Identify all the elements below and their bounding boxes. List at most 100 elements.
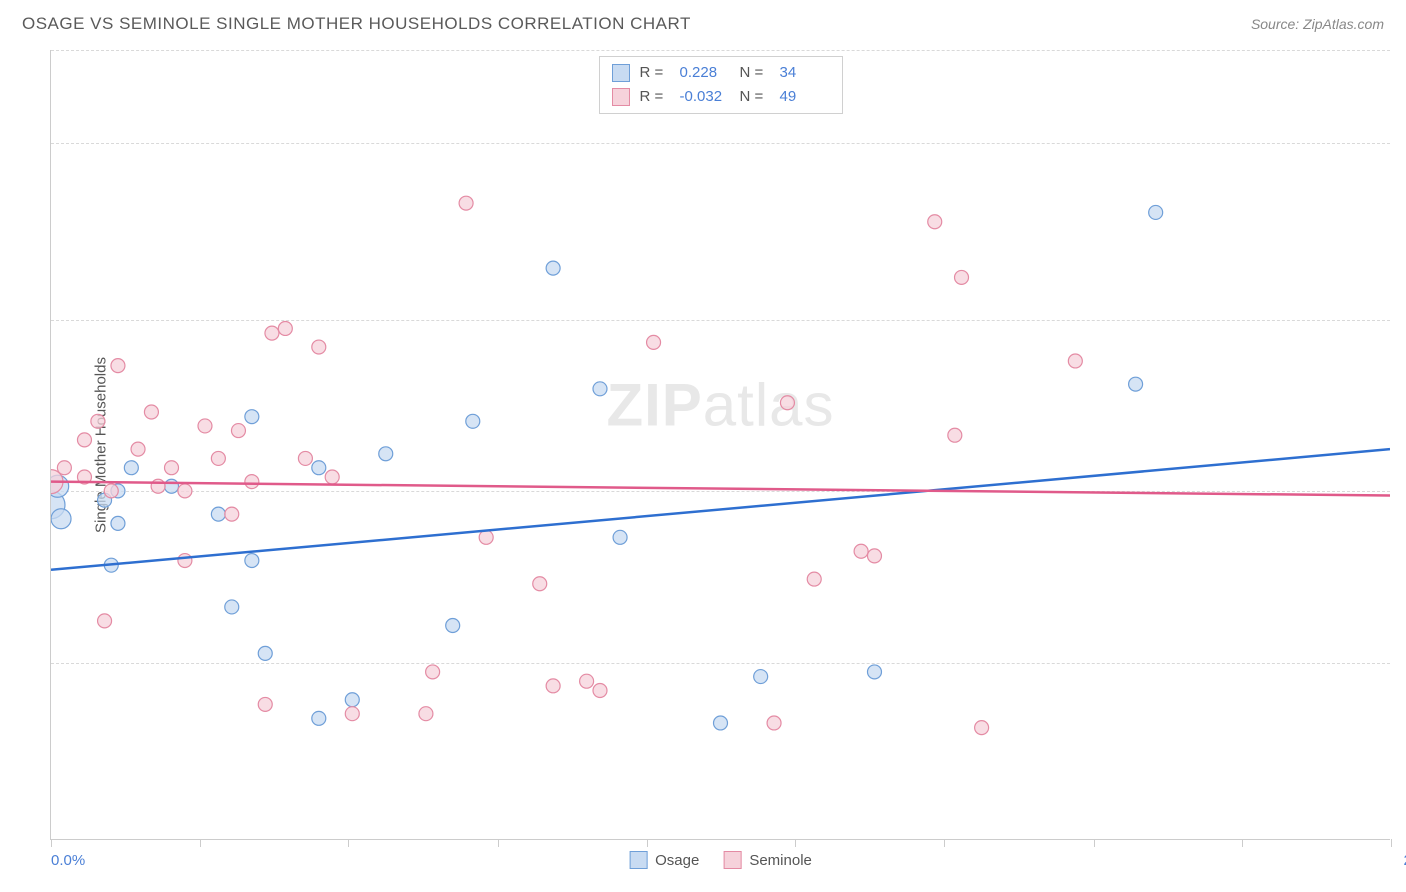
legend-r-value: 0.228 <box>680 61 730 85</box>
scatter-point <box>426 665 440 679</box>
scatter-point <box>225 507 239 521</box>
scatter-point <box>111 359 125 373</box>
legend-series-item: Osage <box>629 851 699 869</box>
x-tick <box>200 839 201 847</box>
scatter-point <box>298 451 312 465</box>
scatter-point <box>91 414 105 428</box>
scatter-point <box>345 693 359 707</box>
scatter-point <box>198 419 212 433</box>
x-axis-label-min: 0.0% <box>51 852 85 869</box>
scatter-point <box>580 674 594 688</box>
scatter-point <box>928 215 942 229</box>
scatter-point <box>245 475 259 489</box>
scatter-point <box>647 335 661 349</box>
scatter-point <box>867 549 881 563</box>
chart-container: Single Mother Households ZIPatlas 3.8%7.… <box>50 50 1390 840</box>
scatter-point <box>1068 354 1082 368</box>
scatter-point <box>211 507 225 521</box>
legend-swatch <box>723 851 741 869</box>
scatter-point <box>345 707 359 721</box>
legend-n-value: 49 <box>780 85 830 109</box>
y-tick-label: 7.5% <box>1398 484 1406 501</box>
scatter-point <box>948 428 962 442</box>
legend-r-value: -0.032 <box>680 85 730 109</box>
scatter-point <box>379 447 393 461</box>
scatter-point <box>754 670 768 684</box>
scatter-point <box>479 530 493 544</box>
scatter-point <box>593 683 607 697</box>
legend-series-label: Seminole <box>749 852 812 869</box>
legend-swatch <box>629 851 647 869</box>
legend-correlation-row: R = -0.032 N = 49 <box>612 85 830 109</box>
scatter-point <box>1149 205 1163 219</box>
scatter-point <box>714 716 728 730</box>
x-tick <box>348 839 349 847</box>
scatter-point <box>165 461 179 475</box>
legend-series-item: Seminole <box>723 851 812 869</box>
scatter-point <box>98 614 112 628</box>
scatter-point <box>533 577 547 591</box>
scatter-point <box>613 530 627 544</box>
scatter-point <box>144 405 158 419</box>
scatter-point <box>325 470 339 484</box>
scatter-point <box>258 646 272 660</box>
scatter-point <box>446 619 460 633</box>
chart-header: OSAGE VS SEMINOLE SINGLE MOTHER HOUSEHOL… <box>0 0 1406 44</box>
scatter-point <box>312 461 326 475</box>
scatter-point <box>178 554 192 568</box>
legend-series-label: Osage <box>655 852 699 869</box>
scatter-point <box>131 442 145 456</box>
scatter-point <box>854 544 868 558</box>
scatter-point <box>807 572 821 586</box>
scatter-point <box>178 484 192 498</box>
legend-swatch <box>612 64 630 82</box>
y-tick-label: 3.8% <box>1398 656 1406 673</box>
scatter-point <box>77 433 91 447</box>
scatter-point <box>1129 377 1143 391</box>
scatter-point <box>466 414 480 428</box>
scatter-point <box>419 707 433 721</box>
y-tick-label: 15.0% <box>1398 135 1406 152</box>
scatter-point <box>124 461 138 475</box>
scatter-point <box>245 554 259 568</box>
scatter-point <box>312 711 326 725</box>
scatter-point <box>111 516 125 530</box>
y-tick-label: 11.2% <box>1398 312 1406 329</box>
chart-source: Source: ZipAtlas.com <box>1251 16 1384 32</box>
scatter-point <box>278 321 292 335</box>
scatter-point <box>104 484 118 498</box>
scatter-point <box>245 410 259 424</box>
legend-r-label: R = <box>640 85 670 109</box>
legend-n-label: N = <box>740 85 770 109</box>
scatter-point <box>593 382 607 396</box>
scatter-point <box>51 509 71 529</box>
x-tick <box>498 839 499 847</box>
legend-correlation: R = 0.228 N = 34 R = -0.032 N = 49 <box>599 56 843 114</box>
scatter-point <box>867 665 881 679</box>
scatter-point <box>767 716 781 730</box>
x-tick <box>51 839 52 847</box>
legend-n-label: N = <box>740 61 770 85</box>
scatter-point <box>225 600 239 614</box>
scatter-point <box>312 340 326 354</box>
legend-series: Osage Seminole <box>629 851 812 869</box>
scatter-point <box>165 479 179 493</box>
scatter-point <box>546 261 560 275</box>
x-tick <box>795 839 796 847</box>
scatter-point <box>151 479 165 493</box>
scatter-point <box>546 679 560 693</box>
x-tick <box>1242 839 1243 847</box>
trend-line <box>51 449 1390 570</box>
scatter-point <box>955 270 969 284</box>
scatter-point <box>265 326 279 340</box>
scatter-point <box>780 396 794 410</box>
scatter-point <box>258 697 272 711</box>
scatter-point <box>459 196 473 210</box>
x-tick <box>647 839 648 847</box>
legend-n-value: 34 <box>780 61 830 85</box>
legend-correlation-row: R = 0.228 N = 34 <box>612 61 830 85</box>
x-tick <box>944 839 945 847</box>
x-tick <box>1391 839 1392 847</box>
legend-r-label: R = <box>640 61 670 85</box>
scatter-point <box>231 424 245 438</box>
